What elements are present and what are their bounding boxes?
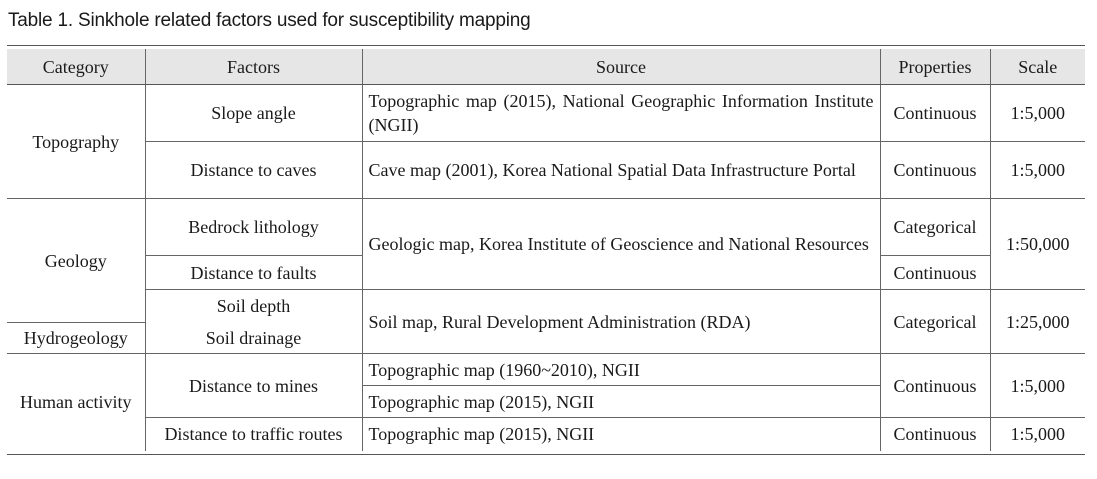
factor-distance-faults: Distance to faults [145, 255, 363, 290]
scale-soil: 1:25,000 [990, 289, 1085, 354]
header-row: Category Factors Source Properties Scale [7, 49, 1085, 85]
scale-distance-mines: 1:5,000 [990, 353, 1085, 418]
factor-bedrock-lithology: Bedrock lithology [145, 198, 363, 256]
header-category: Category [7, 49, 146, 85]
table-caption: Table 1. Sinkhole related factors used f… [8, 10, 531, 31]
factor-distance-caves: Distance to caves [145, 141, 363, 199]
source-geologic-map: Geologic map, Korea Institute of Geoscie… [362, 198, 881, 290]
header-scale: Scale [990, 49, 1085, 85]
source-traffic: Topographic map (2015), NGII [362, 417, 881, 451]
property-bedrock-lithology: Categorical [880, 198, 991, 256]
category-hydrogeology: Hydrogeology [7, 322, 146, 354]
table-row: Human activity Distance to mines Topogra… [7, 353, 1085, 451]
property-soil: Categorical [880, 289, 991, 354]
property-distance-faults: Continuous [880, 255, 991, 290]
source-slope-angle: Topographic map (2015), National Geograp… [362, 84, 881, 142]
source-soil-map: Soil map, Rural Development Administrati… [362, 289, 881, 354]
header-properties: Properties [880, 49, 991, 85]
factors-table: Category Factors Source Properties Scale… [7, 49, 1085, 451]
table-row: Topography Slope angle Topographic map (… [7, 84, 1085, 199]
factor-distance-mines: Distance to mines [145, 353, 363, 418]
table-row: Geology Bedrock lithology Geologic map, … [7, 198, 1085, 323]
factors-table-frame: Category Factors Source Properties Scale… [7, 45, 1085, 455]
table-row: Soil depth Soil map, Rural Development A… [7, 289, 1085, 354]
factor-distance-traffic: Distance to traffic routes [145, 417, 363, 451]
source-distance-caves: Cave map (2001), Korea National Spatial … [362, 141, 881, 199]
table-row: Topographic map (2015), NGII [7, 385, 1085, 418]
header-factors: Factors [145, 49, 363, 85]
property-distance-traffic: Continuous [880, 417, 991, 451]
table-row: Distance to traffic routes Topographic m… [7, 417, 1085, 451]
header-source: Source [362, 49, 881, 85]
property-slope-angle: Continuous [880, 84, 991, 142]
scale-distance-caves: 1:5,000 [990, 141, 1085, 199]
table-row: Distance to faults Continuous [7, 255, 1085, 290]
category-topography: Topography [7, 84, 146, 199]
factor-soil-drainage: Soil drainage [145, 322, 363, 354]
scale-slope-angle: 1:5,000 [990, 84, 1085, 142]
factor-slope-angle: Slope angle [145, 84, 363, 142]
scale-geology: 1:50,000 [990, 198, 1085, 290]
table-row: Distance to caves Cave map (2001), Korea… [7, 141, 1085, 199]
scale-distance-traffic: 1:5,000 [1010, 424, 1065, 445]
source-mines-2: Topographic map (2015), NGII [362, 385, 881, 418]
source-mines-1: Topographic map (1960~2010), NGII [362, 353, 881, 386]
table-row: Hydrogeology Soil drainage [7, 322, 1085, 354]
category-geology: Geology [7, 198, 146, 323]
factor-soil-depth: Soil depth [145, 289, 363, 323]
property-distance-mines: Continuous [880, 353, 991, 418]
property-distance-caves: Continuous [880, 141, 991, 199]
category-human-activity: Human activity [7, 353, 146, 451]
